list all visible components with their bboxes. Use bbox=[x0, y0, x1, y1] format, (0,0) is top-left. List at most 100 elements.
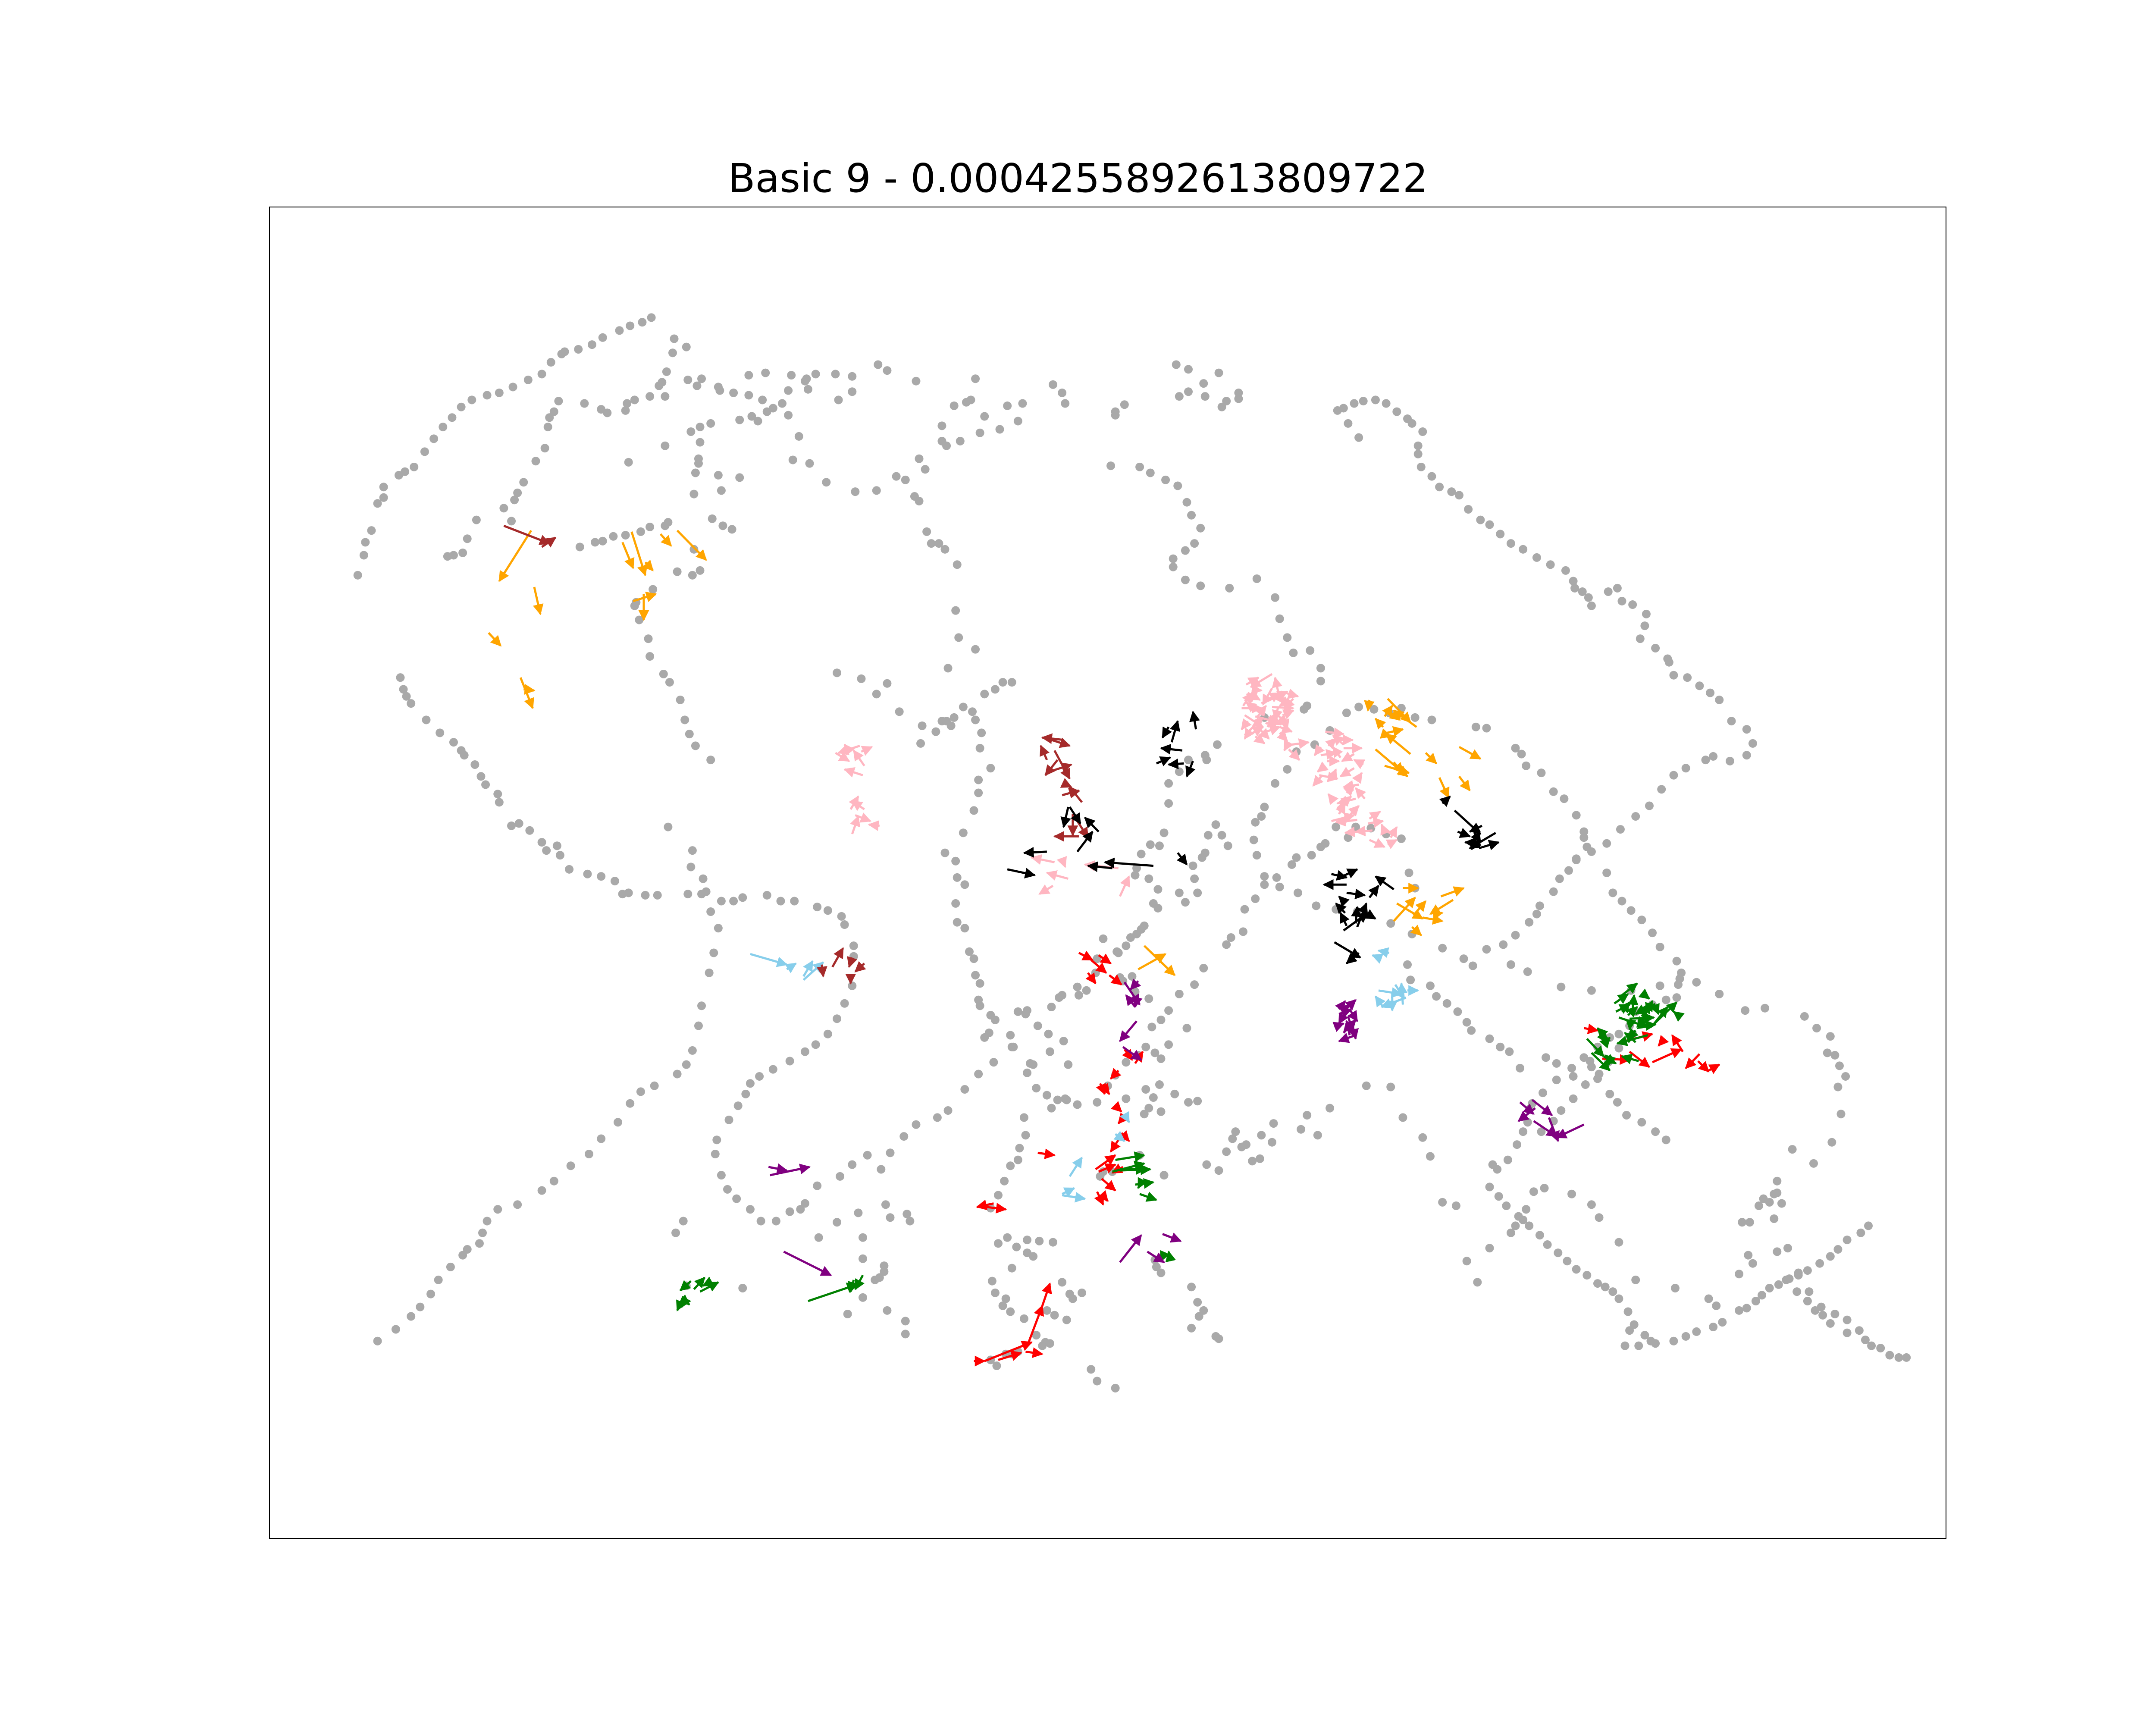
arrow-green bbox=[1165, 1250, 1176, 1263]
data-point bbox=[951, 606, 960, 615]
arrow-pink bbox=[1253, 733, 1266, 744]
data-point bbox=[676, 695, 685, 704]
arrow-brown bbox=[1044, 759, 1059, 776]
arrow-orange bbox=[1385, 708, 1401, 721]
data-point bbox=[975, 979, 984, 988]
data-point bbox=[1398, 1113, 1407, 1122]
data-point bbox=[1155, 841, 1164, 850]
data-point bbox=[872, 486, 881, 495]
arrow-red bbox=[1671, 1034, 1684, 1053]
data-point bbox=[1199, 963, 1208, 972]
data-point bbox=[1153, 885, 1163, 894]
data-point bbox=[1645, 801, 1654, 810]
data-point bbox=[922, 527, 931, 536]
data-point bbox=[787, 371, 796, 380]
data-point bbox=[391, 1325, 400, 1334]
data-point bbox=[1792, 1287, 1802, 1296]
arrow-black bbox=[1161, 726, 1172, 739]
data-point bbox=[636, 527, 645, 536]
data-point bbox=[1019, 1113, 1028, 1122]
data-point bbox=[1493, 1165, 1502, 1174]
data-point bbox=[915, 496, 924, 505]
data-point bbox=[1506, 960, 1515, 969]
arrow-green bbox=[676, 1296, 686, 1312]
data-point bbox=[960, 1085, 969, 1094]
data-point bbox=[1742, 751, 1751, 760]
data-point bbox=[476, 772, 486, 781]
data-point bbox=[1735, 1270, 1744, 1279]
data-point bbox=[1744, 1251, 1753, 1260]
data-point bbox=[439, 423, 448, 432]
arrow-pink bbox=[1339, 766, 1355, 778]
data-point bbox=[483, 1217, 492, 1226]
data-point bbox=[653, 891, 662, 900]
data-point bbox=[1354, 703, 1363, 712]
data-point bbox=[1628, 600, 1637, 609]
data-point bbox=[508, 383, 517, 392]
data-point bbox=[1738, 1218, 1747, 1227]
data-point bbox=[1013, 1007, 1022, 1016]
data-point bbox=[1640, 1331, 1649, 1340]
data-point bbox=[990, 685, 1000, 694]
data-point bbox=[756, 1217, 765, 1226]
data-point bbox=[1099, 934, 1108, 943]
data-point bbox=[1406, 975, 1415, 985]
data-point bbox=[458, 1251, 467, 1260]
data-point bbox=[1248, 1157, 1257, 1166]
data-point bbox=[1006, 1161, 1015, 1170]
data-point bbox=[598, 536, 607, 546]
data-point bbox=[1593, 1279, 1602, 1288]
data-point bbox=[1147, 1022, 1156, 1032]
data-point bbox=[1190, 539, 1199, 548]
arrow-pink bbox=[1244, 692, 1258, 703]
data-point bbox=[1542, 1053, 1551, 1062]
arrow-orange bbox=[676, 530, 707, 561]
data-point bbox=[1128, 972, 1137, 981]
data-point bbox=[1826, 1319, 1835, 1328]
data-point bbox=[954, 633, 963, 642]
arrow-purple bbox=[1130, 979, 1141, 990]
data-point bbox=[912, 1120, 921, 1129]
data-point bbox=[1539, 1088, 1548, 1098]
data-point bbox=[1283, 765, 1292, 774]
data-point bbox=[1803, 1296, 1812, 1305]
data-point bbox=[1275, 882, 1284, 891]
data-point bbox=[1836, 1110, 1846, 1119]
data-point bbox=[1268, 1138, 1277, 1147]
data-point bbox=[673, 1070, 682, 1079]
data-point bbox=[649, 585, 658, 594]
arrow-pink bbox=[1335, 815, 1357, 827]
data-point bbox=[975, 428, 984, 437]
data-point bbox=[1073, 1100, 1082, 1109]
data-point bbox=[519, 478, 528, 487]
data-point bbox=[1297, 1125, 1306, 1134]
data-point bbox=[874, 360, 883, 369]
data-point bbox=[1144, 1104, 1153, 1113]
data-point bbox=[668, 348, 677, 358]
arrow-skyblue bbox=[1069, 1157, 1083, 1177]
data-point bbox=[1354, 433, 1363, 442]
arrow-orange bbox=[1393, 897, 1416, 922]
data-point bbox=[1741, 1006, 1750, 1015]
arrow-pink bbox=[835, 751, 850, 762]
arrow-green bbox=[854, 1274, 865, 1290]
data-point bbox=[927, 539, 936, 548]
data-point bbox=[1153, 903, 1163, 913]
data-point bbox=[883, 366, 892, 375]
data-point bbox=[1093, 1377, 1102, 1386]
data-point bbox=[1569, 1094, 1578, 1103]
arrow-orange bbox=[621, 542, 635, 569]
data-point bbox=[1202, 756, 1211, 765]
data-point bbox=[1164, 1040, 1173, 1049]
data-point bbox=[1761, 1004, 1770, 1013]
data-point bbox=[1809, 1159, 1818, 1168]
data-point bbox=[1007, 1264, 1016, 1273]
arrow-pink bbox=[1119, 875, 1130, 897]
arrow-black bbox=[1170, 720, 1181, 743]
data-point bbox=[971, 374, 980, 383]
arrow-black bbox=[1103, 857, 1154, 869]
data-point bbox=[1587, 847, 1596, 856]
data-point bbox=[1485, 1034, 1494, 1043]
data-point bbox=[449, 551, 458, 560]
data-point bbox=[1303, 701, 1312, 710]
